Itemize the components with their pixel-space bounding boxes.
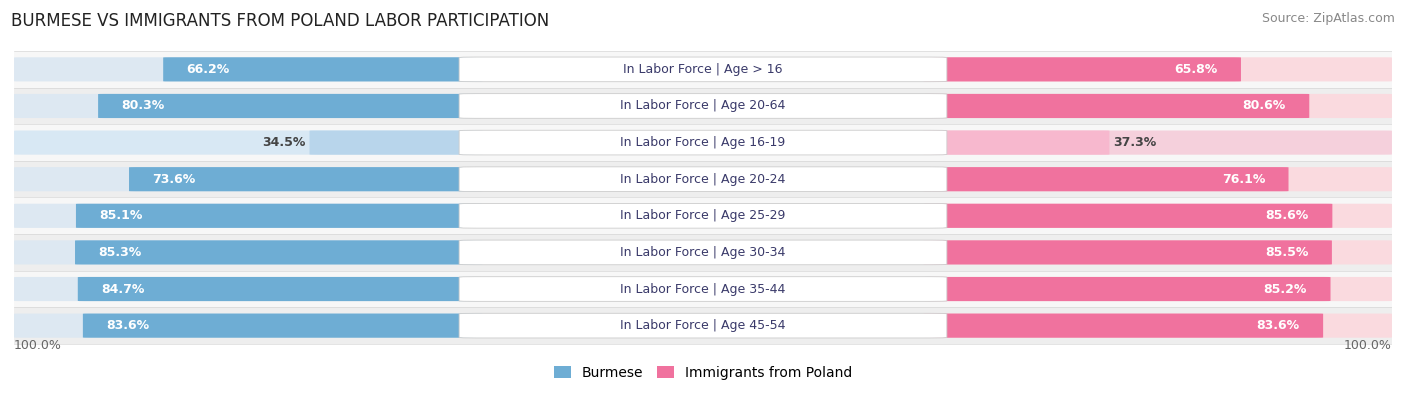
- Text: 100.0%: 100.0%: [1344, 339, 1392, 352]
- Bar: [14, 198, 1392, 234]
- Text: BURMESE VS IMMIGRANTS FROM POLAND LABOR PARTICIPATION: BURMESE VS IMMIGRANTS FROM POLAND LABOR …: [11, 12, 550, 30]
- Text: 37.3%: 37.3%: [1114, 136, 1157, 149]
- Bar: [14, 51, 1392, 88]
- Text: 34.5%: 34.5%: [262, 136, 305, 149]
- FancyBboxPatch shape: [460, 57, 946, 82]
- Bar: [14, 271, 1392, 307]
- Text: 73.6%: 73.6%: [152, 173, 195, 186]
- FancyBboxPatch shape: [309, 130, 482, 155]
- Text: In Labor Force | Age 20-64: In Labor Force | Age 20-64: [620, 100, 786, 113]
- Text: In Labor Force | Age 25-29: In Labor Force | Age 25-29: [620, 209, 786, 222]
- FancyBboxPatch shape: [924, 204, 1333, 228]
- FancyBboxPatch shape: [77, 277, 482, 301]
- FancyBboxPatch shape: [14, 240, 482, 265]
- FancyBboxPatch shape: [129, 167, 482, 191]
- FancyBboxPatch shape: [924, 240, 1392, 265]
- Text: 65.8%: 65.8%: [1174, 63, 1218, 76]
- Text: 66.2%: 66.2%: [187, 63, 229, 76]
- FancyBboxPatch shape: [14, 204, 482, 228]
- Text: In Labor Force | Age > 16: In Labor Force | Age > 16: [623, 63, 783, 76]
- Bar: [14, 124, 1392, 161]
- FancyBboxPatch shape: [460, 94, 946, 118]
- FancyBboxPatch shape: [924, 130, 1392, 155]
- Text: 83.6%: 83.6%: [1257, 319, 1299, 332]
- FancyBboxPatch shape: [460, 313, 946, 338]
- Text: In Labor Force | Age 30-34: In Labor Force | Age 30-34: [620, 246, 786, 259]
- Text: 76.1%: 76.1%: [1222, 173, 1265, 186]
- FancyBboxPatch shape: [924, 57, 1392, 81]
- FancyBboxPatch shape: [924, 277, 1392, 301]
- Text: 85.3%: 85.3%: [98, 246, 142, 259]
- FancyBboxPatch shape: [83, 314, 482, 338]
- FancyBboxPatch shape: [75, 240, 482, 265]
- FancyBboxPatch shape: [98, 94, 482, 118]
- FancyBboxPatch shape: [14, 57, 482, 81]
- Legend: Burmese, Immigrants from Poland: Burmese, Immigrants from Poland: [554, 366, 852, 380]
- FancyBboxPatch shape: [924, 314, 1392, 338]
- FancyBboxPatch shape: [163, 57, 482, 81]
- FancyBboxPatch shape: [14, 277, 482, 301]
- FancyBboxPatch shape: [924, 204, 1392, 228]
- FancyBboxPatch shape: [924, 167, 1392, 191]
- Text: 100.0%: 100.0%: [14, 339, 62, 352]
- FancyBboxPatch shape: [14, 167, 482, 191]
- Text: 85.6%: 85.6%: [1265, 209, 1309, 222]
- Text: 85.2%: 85.2%: [1264, 282, 1308, 295]
- FancyBboxPatch shape: [924, 314, 1323, 338]
- Text: 83.6%: 83.6%: [107, 319, 149, 332]
- Bar: [14, 88, 1392, 124]
- FancyBboxPatch shape: [924, 94, 1309, 118]
- FancyBboxPatch shape: [460, 167, 946, 192]
- FancyBboxPatch shape: [14, 94, 482, 118]
- FancyBboxPatch shape: [924, 57, 1241, 81]
- Text: Source: ZipAtlas.com: Source: ZipAtlas.com: [1261, 12, 1395, 25]
- FancyBboxPatch shape: [460, 240, 946, 265]
- Text: 85.1%: 85.1%: [100, 209, 143, 222]
- Text: In Labor Force | Age 20-24: In Labor Force | Age 20-24: [620, 173, 786, 186]
- FancyBboxPatch shape: [460, 203, 946, 228]
- Bar: [14, 307, 1392, 344]
- Text: 84.7%: 84.7%: [101, 282, 145, 295]
- Text: In Labor Force | Age 16-19: In Labor Force | Age 16-19: [620, 136, 786, 149]
- FancyBboxPatch shape: [924, 240, 1331, 265]
- FancyBboxPatch shape: [924, 277, 1330, 301]
- FancyBboxPatch shape: [76, 204, 482, 228]
- FancyBboxPatch shape: [460, 130, 946, 155]
- Bar: [14, 161, 1392, 198]
- Bar: [14, 234, 1392, 271]
- FancyBboxPatch shape: [460, 276, 946, 301]
- FancyBboxPatch shape: [924, 167, 1288, 191]
- FancyBboxPatch shape: [14, 314, 482, 338]
- FancyBboxPatch shape: [14, 130, 482, 155]
- Text: 80.6%: 80.6%: [1243, 100, 1286, 113]
- Text: 85.5%: 85.5%: [1265, 246, 1309, 259]
- Text: In Labor Force | Age 35-44: In Labor Force | Age 35-44: [620, 282, 786, 295]
- Text: 80.3%: 80.3%: [121, 100, 165, 113]
- Text: In Labor Force | Age 45-54: In Labor Force | Age 45-54: [620, 319, 786, 332]
- FancyBboxPatch shape: [924, 130, 1109, 155]
- FancyBboxPatch shape: [924, 94, 1392, 118]
